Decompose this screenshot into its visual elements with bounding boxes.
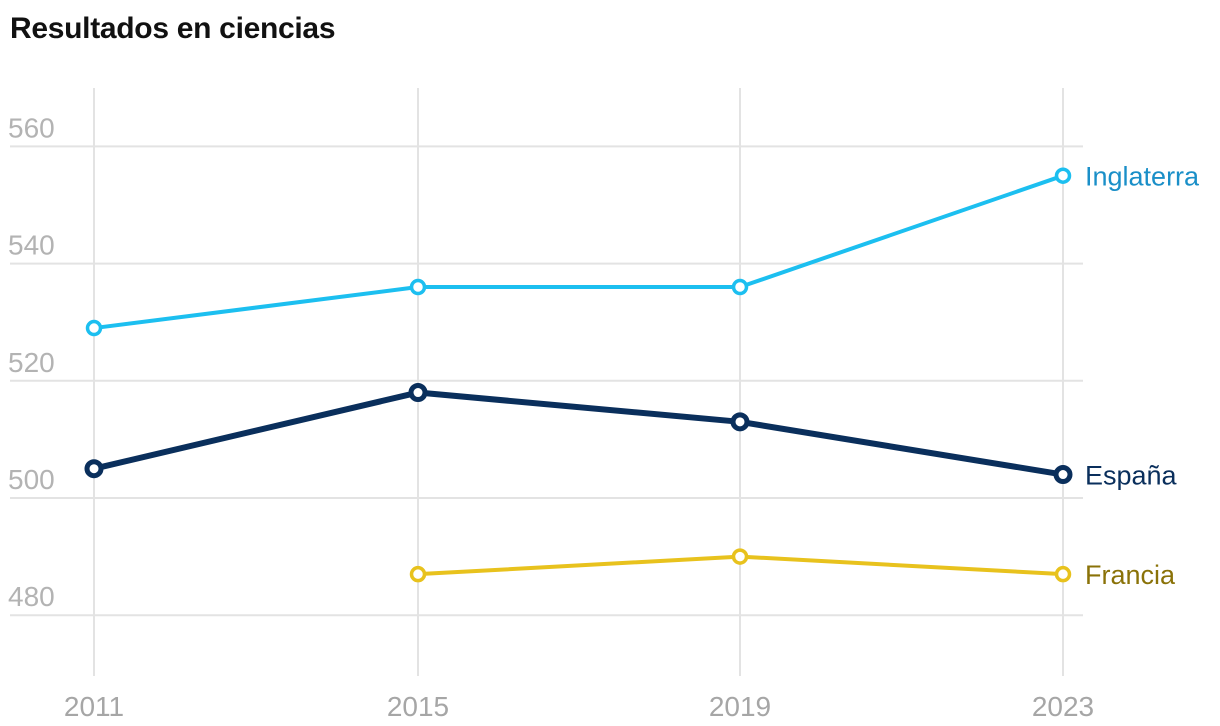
x-tick-label: 2011 (64, 691, 124, 722)
data-point (1053, 465, 1073, 485)
y-tick-label: 540 (8, 230, 55, 261)
data-point (84, 459, 104, 479)
data-point (731, 548, 749, 565)
y-tick-label: 520 (8, 347, 55, 378)
y-tick-label: 480 (8, 581, 55, 612)
x-axis-ticks: 2011 2015 2019 2023 (64, 691, 1094, 722)
series-inglaterra (85, 167, 1072, 337)
y-tick-label: 560 (8, 112, 55, 143)
series-line (92, 173, 1065, 331)
y-axis-ticks: 480 500 520 540 560 (8, 112, 55, 612)
data-point (731, 278, 749, 296)
data-point (730, 412, 750, 432)
data-point (85, 319, 103, 337)
series-label: Francia (1085, 560, 1176, 590)
series-line (91, 389, 1066, 478)
y-tick-label: 500 (8, 464, 55, 495)
series-españa (84, 383, 1073, 485)
series-label: Inglaterra (1085, 162, 1200, 192)
data-point (1054, 565, 1072, 583)
x-tick-label: 2019 (709, 691, 771, 722)
x-tick-label: 2015 (387, 691, 449, 722)
horizontal-gridlines (10, 145, 1083, 617)
series-labels: Inglaterra España Francia (1085, 162, 1200, 590)
data-point (409, 565, 427, 583)
chart-title: Resultados en ciencias (10, 12, 336, 45)
series-francia (409, 548, 1072, 583)
series-layer (84, 167, 1073, 583)
series-label: España (1085, 461, 1178, 491)
data-point (1054, 167, 1072, 184)
vertical-gridlines (93, 88, 1064, 676)
data-point (408, 383, 428, 403)
data-point (409, 278, 427, 296)
x-tick-label: 2023 (1032, 691, 1094, 722)
